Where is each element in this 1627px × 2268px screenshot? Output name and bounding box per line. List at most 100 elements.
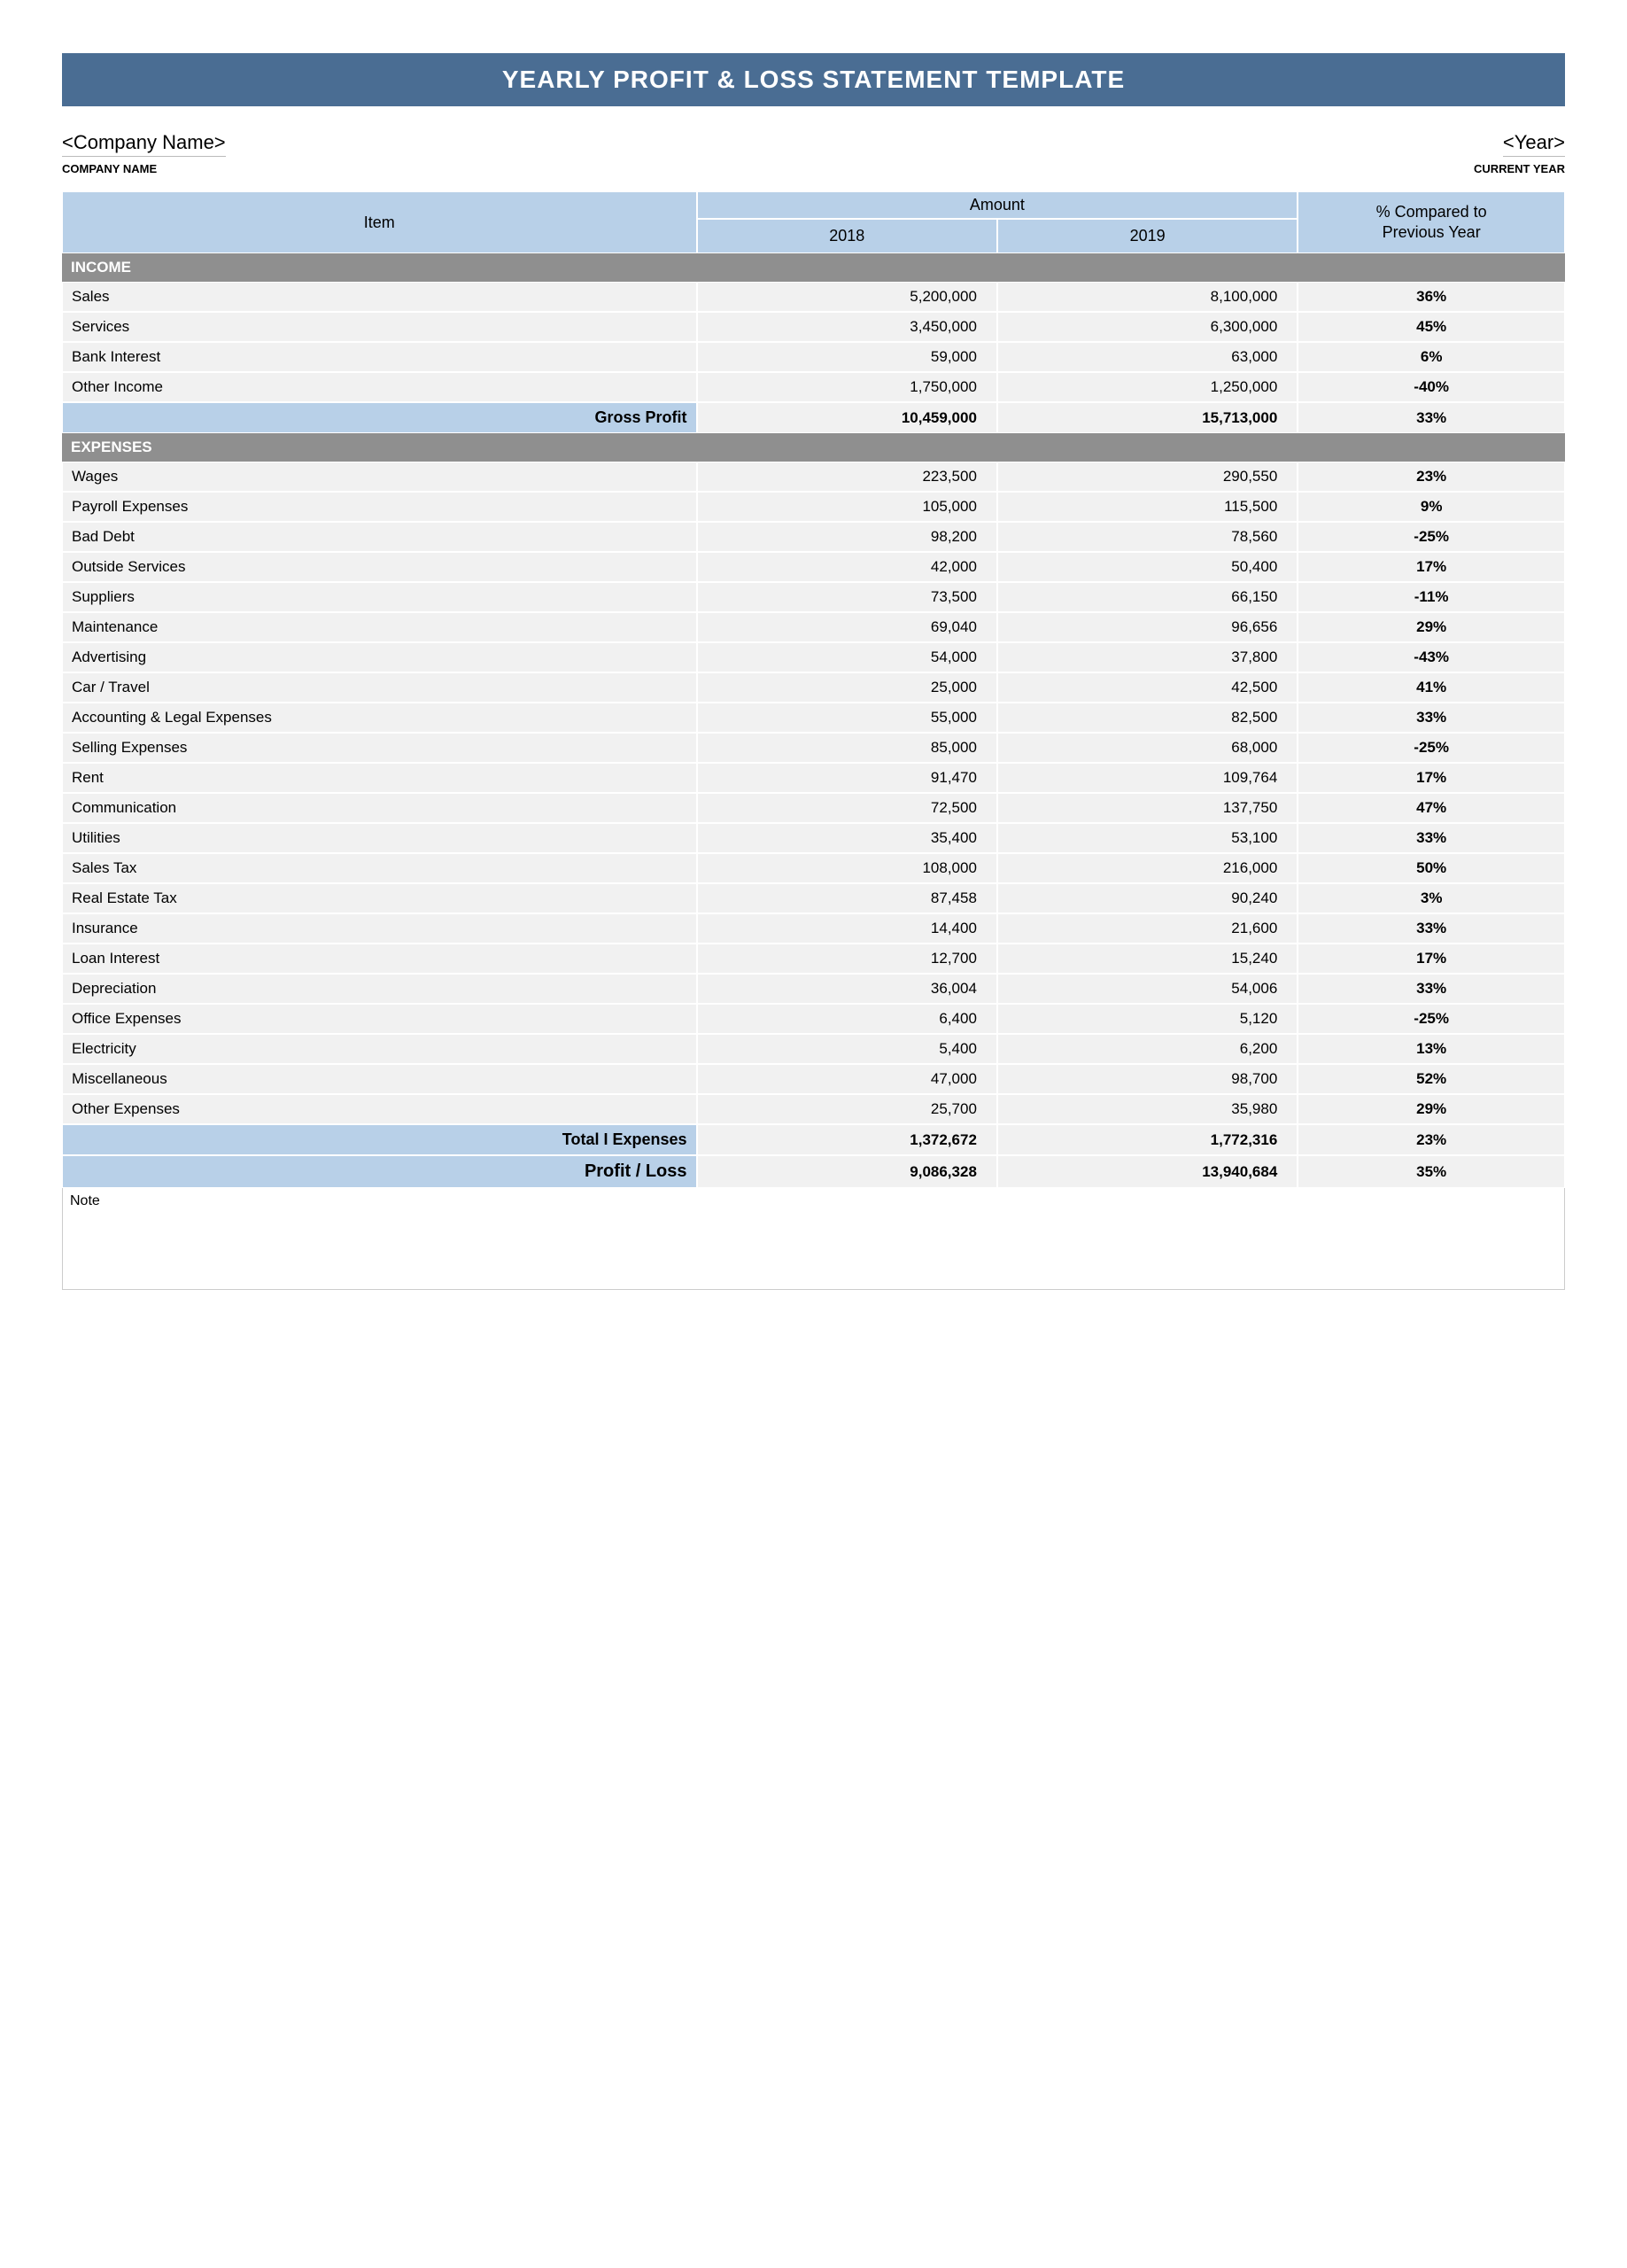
expense-cell-y2: 68,000: [997, 733, 1298, 763]
expense-cell-y1: 12,700: [697, 944, 997, 974]
expense-row: Loan Interest12,70015,24017%: [62, 944, 1565, 974]
expense-cell-label: Selling Expenses: [62, 733, 697, 763]
expense-cell-y1: 25,000: [697, 672, 997, 703]
expenses-section-header: EXPENSES: [62, 433, 1565, 462]
income-cell-label: Sales: [62, 282, 697, 312]
expense-cell-y2: 137,750: [997, 793, 1298, 823]
header-year2: 2019: [997, 219, 1298, 253]
expense-cell-y1: 85,000: [697, 733, 997, 763]
expense-cell-y1: 108,000: [697, 853, 997, 883]
income-row: Sales5,200,0008,100,00036%: [62, 282, 1565, 312]
gross-profit-y1: 10,459,000: [697, 402, 997, 433]
gross-profit-row: Gross Profit 10,459,000 15,713,000 33%: [62, 402, 1565, 433]
note-label: Note: [70, 1193, 100, 1208]
expense-row: Electricity5,4006,20013%: [62, 1034, 1565, 1064]
expense-cell-y1: 72,500: [697, 793, 997, 823]
expense-row: Outside Services42,00050,40017%: [62, 552, 1565, 582]
gross-profit-y2: 15,713,000: [997, 402, 1298, 433]
expense-row: Maintenance69,04096,65629%: [62, 612, 1565, 642]
expense-cell-label: Utilities: [62, 823, 697, 853]
expense-cell-y1: 14,400: [697, 913, 997, 944]
expense-cell-label: Wages: [62, 462, 697, 492]
expense-cell-y2: 50,400: [997, 552, 1298, 582]
expense-cell-y2: 54,006: [997, 974, 1298, 1004]
expense-cell-label: Rent: [62, 763, 697, 793]
income-cell-pct: -40%: [1298, 372, 1565, 402]
header-item: Item: [62, 191, 697, 253]
expense-cell-pct: 52%: [1298, 1064, 1565, 1094]
profit-loss-row: Profit / Loss 9,086,328 13,940,684 35%: [62, 1155, 1565, 1188]
expense-cell-label: Payroll Expenses: [62, 492, 697, 522]
expense-cell-y1: 55,000: [697, 703, 997, 733]
income-cell-y2: 1,250,000: [997, 372, 1298, 402]
profit-loss-pct: 35%: [1298, 1155, 1565, 1188]
total-expenses-pct: 23%: [1298, 1124, 1565, 1155]
income-cell-pct: 45%: [1298, 312, 1565, 342]
income-row: Services3,450,0006,300,00045%: [62, 312, 1565, 342]
expense-row: Sales Tax108,000216,00050%: [62, 853, 1565, 883]
header-pct-line2: Previous Year: [1383, 223, 1481, 241]
expense-cell-label: Suppliers: [62, 582, 697, 612]
expense-cell-label: Loan Interest: [62, 944, 697, 974]
current-year-label: CURRENT YEAR: [1474, 159, 1565, 175]
expense-row: Real Estate Tax87,45890,2403%: [62, 883, 1565, 913]
expense-cell-pct: 47%: [1298, 793, 1565, 823]
expense-cell-y2: 53,100: [997, 823, 1298, 853]
income-row: Bank Interest59,00063,0006%: [62, 342, 1565, 372]
expense-cell-pct: 41%: [1298, 672, 1565, 703]
gross-profit-pct: 33%: [1298, 402, 1565, 433]
expense-row: Suppliers73,50066,150-11%: [62, 582, 1565, 612]
expense-row: Payroll Expenses105,000115,5009%: [62, 492, 1565, 522]
expense-body: Wages223,500290,55023%Payroll Expenses10…: [62, 462, 1565, 1124]
profit-loss-y1: 9,086,328: [697, 1155, 997, 1188]
expense-cell-pct: -25%: [1298, 733, 1565, 763]
expense-cell-pct: 33%: [1298, 974, 1565, 1004]
expense-row: Miscellaneous47,00098,70052%: [62, 1064, 1565, 1094]
expenses-section-row: EXPENSES: [62, 433, 1565, 462]
expense-cell-y1: 6,400: [697, 1004, 997, 1034]
expense-cell-y1: 47,000: [697, 1064, 997, 1094]
expense-cell-label: Other Expenses: [62, 1094, 697, 1124]
income-section-header: INCOME: [62, 253, 1565, 282]
expense-cell-y1: 87,458: [697, 883, 997, 913]
income-cell-label: Services: [62, 312, 697, 342]
expense-cell-y2: 5,120: [997, 1004, 1298, 1034]
expense-cell-label: Insurance: [62, 913, 697, 944]
expense-cell-y2: 216,000: [997, 853, 1298, 883]
expense-row: Accounting & Legal Expenses55,00082,5003…: [62, 703, 1565, 733]
company-name-placeholder: <Company Name>: [62, 131, 226, 157]
expense-cell-y1: 223,500: [697, 462, 997, 492]
gross-profit-label: Gross Profit: [62, 402, 697, 433]
expense-cell-pct: 17%: [1298, 552, 1565, 582]
expense-cell-y1: 42,000: [697, 552, 997, 582]
expense-cell-pct: 9%: [1298, 492, 1565, 522]
pl-table: Item Amount % Compared to Previous Year …: [62, 191, 1565, 1188]
expense-cell-y2: 290,550: [997, 462, 1298, 492]
expense-cell-y1: 73,500: [697, 582, 997, 612]
expense-cell-pct: 33%: [1298, 703, 1565, 733]
expense-cell-label: Car / Travel: [62, 672, 697, 703]
expense-cell-y1: 5,400: [697, 1034, 997, 1064]
expense-cell-label: Advertising: [62, 642, 697, 672]
total-expenses-row: Total I Expenses 1,372,672 1,772,316 23%: [62, 1124, 1565, 1155]
expense-cell-pct: -25%: [1298, 1004, 1565, 1034]
expense-cell-y2: 109,764: [997, 763, 1298, 793]
expense-cell-y2: 15,240: [997, 944, 1298, 974]
expense-cell-y2: 6,200: [997, 1034, 1298, 1064]
total-expenses-label: Total I Expenses: [62, 1124, 697, 1155]
expense-cell-y1: 69,040: [697, 612, 997, 642]
expense-cell-label: Sales Tax: [62, 853, 697, 883]
expense-row: Car / Travel25,00042,50041%: [62, 672, 1565, 703]
total-expenses-y2: 1,772,316: [997, 1124, 1298, 1155]
expense-cell-pct: 50%: [1298, 853, 1565, 883]
expense-cell-pct: 13%: [1298, 1034, 1565, 1064]
expense-row: Insurance14,40021,60033%: [62, 913, 1565, 944]
expense-cell-pct: -43%: [1298, 642, 1565, 672]
expense-cell-y2: 35,980: [997, 1094, 1298, 1124]
page-title-banner: YEARLY PROFIT & LOSS STATEMENT TEMPLATE: [62, 53, 1565, 106]
expense-cell-label: Electricity: [62, 1034, 697, 1064]
expense-cell-y1: 105,000: [697, 492, 997, 522]
income-row: Other Income1,750,0001,250,000-40%: [62, 372, 1565, 402]
expense-cell-label: Accounting & Legal Expenses: [62, 703, 697, 733]
income-cell-y1: 3,450,000: [697, 312, 997, 342]
